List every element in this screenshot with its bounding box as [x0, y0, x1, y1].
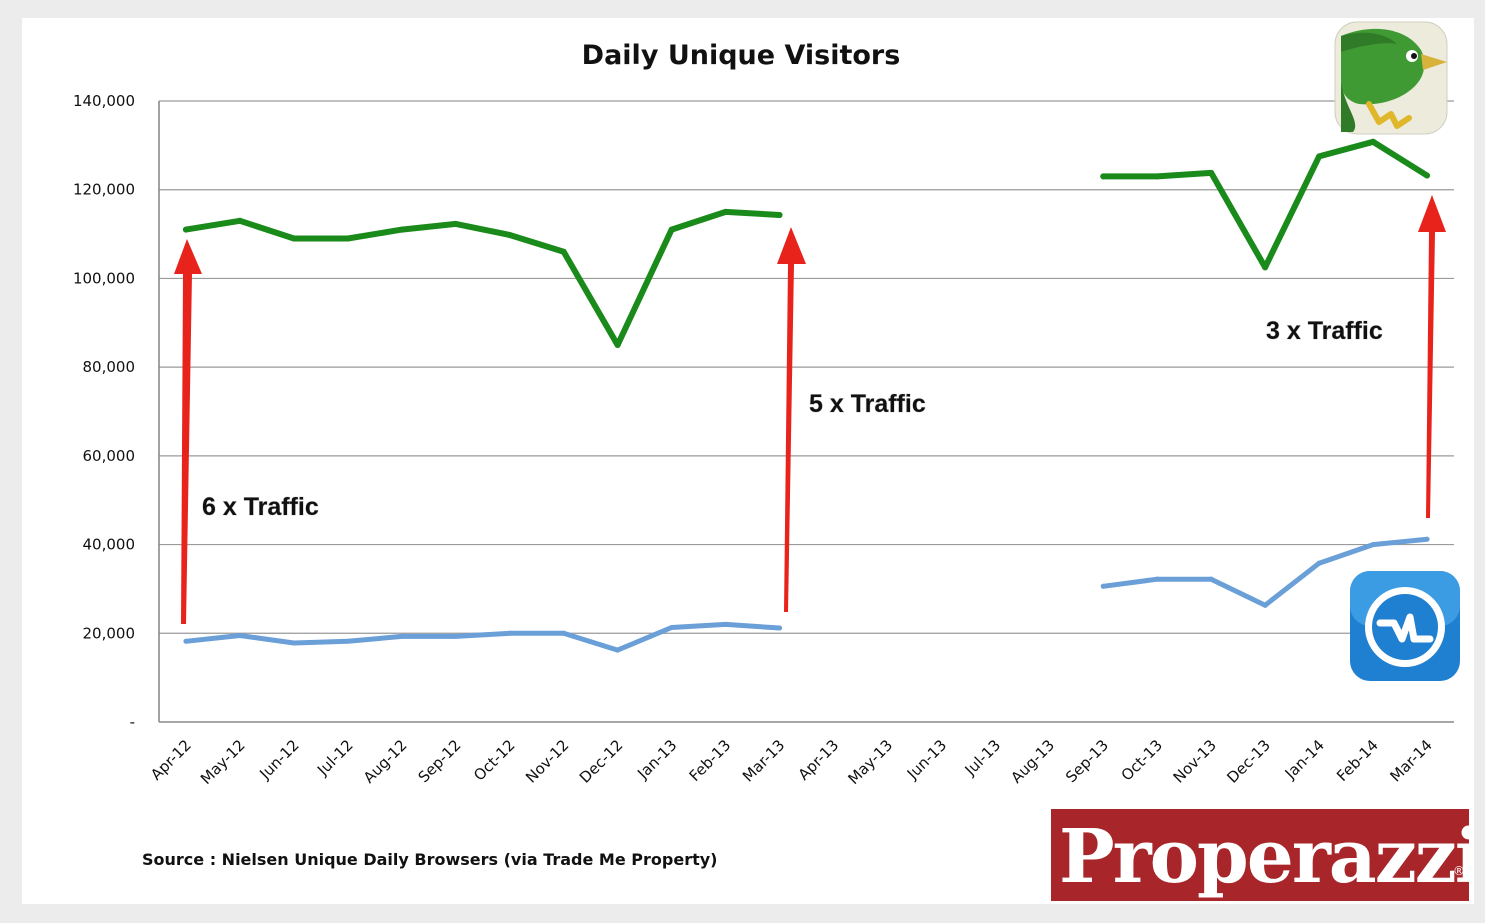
data-point	[344, 235, 351, 242]
x-tick-label: Nov-13	[1170, 736, 1220, 786]
x-tick-label: Sep-12	[415, 736, 465, 786]
arrow-mar-14	[1418, 195, 1446, 518]
data-point	[399, 633, 405, 639]
chart-svg: Daily Unique Visitors - 20,000 40,000 60,00…	[73, 21, 1474, 901]
x-tick-label: Sep-13	[1062, 736, 1112, 786]
annotation-5x: 5 x Traffic	[809, 390, 926, 418]
data-point	[1262, 602, 1268, 608]
x-tick-label: Dec-13	[1223, 736, 1274, 787]
data-point	[723, 621, 729, 627]
x-tick-labels: Apr-12 May-12 Jun-12 Jul-12 Aug-12 Sep-12 Oct-…	[147, 736, 1436, 788]
x-tick-label: Feb-14	[1333, 736, 1382, 785]
chart-frame: Daily Unique Visitors - 20,000 40,000 60,00…	[22, 18, 1474, 904]
x-tick-label: Jul-12	[313, 736, 357, 780]
data-point	[1424, 172, 1431, 179]
x-tick-label: Jan-13	[633, 736, 680, 783]
data-point	[560, 248, 567, 255]
chart-title: Daily Unique Visitors	[582, 40, 901, 71]
data-point	[1100, 173, 1107, 180]
data-point	[290, 235, 297, 242]
x-tick-label: Oct-12	[470, 736, 518, 784]
data-point	[1424, 536, 1430, 542]
x-tick-label: Jun-12	[255, 736, 302, 783]
data-point	[398, 226, 405, 233]
data-point	[453, 633, 459, 639]
x-tick-label: Dec-12	[576, 736, 627, 787]
x-tick-label: Jul-13	[961, 736, 1005, 780]
arrow-apr-12	[174, 239, 202, 624]
data-point	[237, 633, 243, 639]
properazzi-logo: Properazzi ®	[1051, 809, 1474, 901]
data-point	[182, 226, 189, 233]
data-point	[345, 638, 351, 644]
x-tick-label: Jun-13	[903, 736, 950, 783]
x-tick-label: Aug-13	[1007, 736, 1058, 787]
registered-mark: ®	[1453, 864, 1465, 878]
data-point	[452, 220, 459, 227]
annotation-6x: 6 x Traffic	[202, 493, 319, 521]
y-tick-label: 120,000	[73, 181, 135, 199]
data-point	[507, 630, 513, 636]
y-tick-label: 80,000	[83, 358, 136, 376]
data-point	[1370, 138, 1377, 145]
data-point	[668, 226, 675, 233]
x-tick-label: Apr-13	[795, 736, 843, 784]
data-point	[1370, 542, 1376, 548]
data-point	[1316, 153, 1323, 160]
data-point	[236, 217, 243, 224]
series-line-trademe-segment-1	[183, 208, 783, 348]
data-point	[1316, 560, 1322, 566]
data-point	[614, 341, 621, 348]
data-point	[777, 625, 783, 631]
data-point	[1154, 576, 1160, 582]
data-point	[669, 625, 675, 631]
kiwi-bird-icon	[1334, 21, 1448, 135]
y-tick-label: 40,000	[83, 536, 136, 554]
series-line-realestate-segment-1	[183, 621, 782, 653]
x-tick-label: Feb-13	[686, 736, 735, 785]
x-tick-label: Apr-12	[147, 736, 195, 784]
y-tick-label: 20,000	[83, 624, 136, 642]
x-tick-label: Jan-14	[1281, 736, 1328, 783]
data-point	[722, 208, 729, 215]
data-point	[1100, 583, 1106, 589]
source-note: Source : Nielsen Unique Daily Browsers (…	[142, 850, 717, 869]
arrow-mar-13	[777, 227, 806, 612]
x-tick-label: May-13	[844, 736, 896, 788]
data-point	[291, 640, 297, 646]
annotation-3x: 3 x Traffic	[1266, 317, 1383, 345]
y-tick-labels: - 20,000 40,000 60,000 80,000 100,000 120,000 1…	[73, 92, 135, 731]
x-tick-label: Nov-12	[522, 736, 572, 786]
data-point	[776, 211, 783, 218]
x-tick-label: Oct-13	[1118, 736, 1166, 784]
data-point	[615, 647, 621, 653]
x-tick-label: Aug-12	[360, 736, 411, 787]
data-point	[1154, 173, 1161, 180]
y-tick-label: 140,000	[73, 92, 135, 110]
grid-layer	[159, 100, 1454, 634]
data-point	[1208, 576, 1214, 582]
data-point	[1262, 264, 1269, 271]
y-tick-label: -	[130, 713, 135, 731]
realestate-app-icon	[1350, 571, 1460, 681]
data-point	[183, 638, 189, 644]
x-tick-label: Mar-14	[1386, 736, 1435, 785]
properazzi-logo-text: Properazzi	[1059, 814, 1474, 900]
x-tick-label: Mar-13	[739, 736, 788, 785]
series-line-trademe-segment-2	[1100, 138, 1430, 271]
data-point	[1208, 169, 1215, 176]
data-point	[506, 231, 513, 238]
y-tick-label: 100,000	[73, 269, 135, 287]
series-layer	[182, 138, 1431, 653]
data-point	[561, 630, 567, 636]
traffic-arrows	[174, 195, 1446, 624]
x-tick-label: May-12	[197, 736, 249, 788]
y-tick-label: 60,000	[83, 447, 136, 465]
